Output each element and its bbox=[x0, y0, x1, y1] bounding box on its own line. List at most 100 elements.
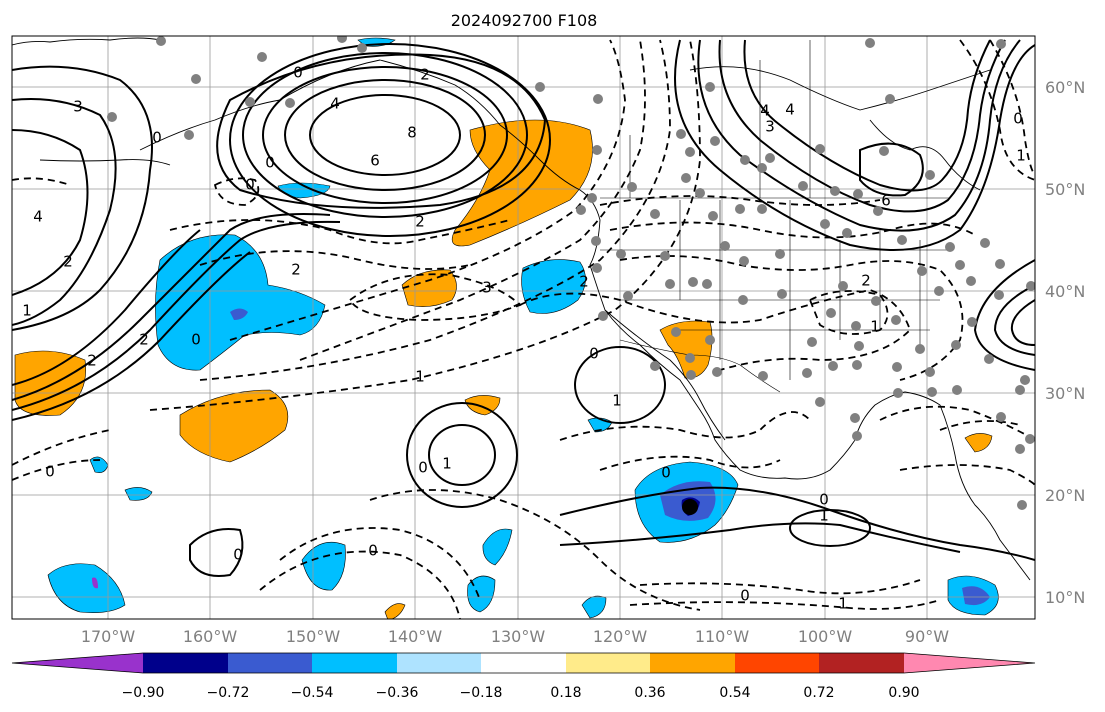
colorbar-box bbox=[650, 653, 735, 673]
contour-labels: 8 6 4 0 0 2 3 4 4 3 2 0 0 2 2 0 2 3 2 1 … bbox=[22, 64, 1026, 613]
colorbar-tick-label: 0.18 bbox=[550, 685, 581, 701]
contour-label: 0 bbox=[740, 587, 750, 605]
colorbar-box bbox=[397, 653, 481, 673]
colorbar-tick-label: 0.36 bbox=[634, 685, 665, 701]
blue-shade bbox=[521, 259, 586, 314]
lon-label: 160°W bbox=[183, 627, 238, 646]
contour-label: 0 bbox=[589, 345, 599, 363]
colorbar-outline bbox=[11, 652, 1036, 674]
orange-shade bbox=[14, 350, 86, 416]
colorbar-tick-label: −0.54 bbox=[291, 685, 334, 701]
lon-label: 130°W bbox=[491, 627, 546, 646]
contour-label: 6 bbox=[370, 152, 380, 170]
colorbar-tick-label: −0.90 bbox=[122, 685, 165, 701]
colorbar-tick-labels: −0.90 −0.72 −0.54 −0.36 −0.18 0.18 0.36 … bbox=[122, 685, 920, 701]
black-core bbox=[682, 499, 698, 515]
contour-label: 1 bbox=[838, 595, 848, 613]
contour-label: 1 bbox=[819, 507, 829, 525]
colorbar-box bbox=[143, 653, 228, 673]
contour-label: 0 bbox=[152, 129, 162, 147]
contour-label: 0 bbox=[265, 154, 275, 172]
contour-label: 1 bbox=[415, 368, 425, 386]
contour-label: 1 bbox=[22, 302, 32, 320]
contour-label: 2 bbox=[63, 253, 73, 271]
lon-label: 150°W bbox=[286, 627, 341, 646]
contour-label: 0 bbox=[233, 546, 243, 564]
orange-shade bbox=[659, 320, 713, 379]
contour-label: 2 bbox=[861, 272, 871, 290]
positive-contours bbox=[12, 39, 1035, 577]
lat-label: 20°N bbox=[1045, 486, 1085, 505]
colorbar-tick-label: 0.72 bbox=[803, 685, 834, 701]
latitude-labels: 60°N 50°N 40°N 30°N 20°N 10°N bbox=[1045, 78, 1085, 607]
contour-label: 6 bbox=[881, 192, 891, 210]
negative-contours bbox=[12, 39, 1035, 619]
contour-label: 8 bbox=[407, 124, 417, 142]
lat-label: 10°N bbox=[1045, 588, 1085, 607]
blue-shade bbox=[301, 541, 346, 591]
contour-label: 1 bbox=[870, 318, 880, 336]
contour-label: 0 bbox=[293, 64, 303, 82]
blue-shade bbox=[124, 487, 153, 501]
colorbar-box bbox=[735, 653, 819, 673]
lat-label: 30°N bbox=[1045, 384, 1085, 403]
orange-shade bbox=[384, 603, 406, 619]
royal-shade bbox=[962, 586, 990, 606]
contour-label: 0 bbox=[368, 542, 378, 560]
lon-label: 90°W bbox=[905, 627, 949, 646]
orange-shade bbox=[964, 433, 993, 453]
lon-label: 140°W bbox=[388, 627, 443, 646]
contour-label: 4 bbox=[785, 101, 795, 119]
contour-label: 3 bbox=[73, 98, 83, 116]
lon-label: 110°W bbox=[695, 627, 750, 646]
colorbar: −0.90 −0.72 −0.54 −0.36 −0.18 0.18 0.36 … bbox=[11, 652, 1036, 701]
blue-shade bbox=[482, 528, 513, 566]
colorbar-extend-low bbox=[12, 653, 143, 673]
orange-shade bbox=[179, 389, 289, 463]
colorbar-box bbox=[566, 653, 650, 673]
contour-label: 1 bbox=[612, 392, 622, 410]
map-title: 2024092700 F108 bbox=[451, 11, 598, 30]
graticule bbox=[12, 36, 1035, 619]
lon-label: 170°W bbox=[81, 627, 136, 646]
colorbar-boxes bbox=[11, 652, 1036, 674]
contour-label: 0 bbox=[661, 464, 671, 482]
contour-label: 1 bbox=[442, 455, 452, 473]
contour-label: 3 bbox=[482, 279, 492, 297]
contour-label: 4 bbox=[760, 102, 770, 120]
colorbar-tick-label: 0.54 bbox=[719, 685, 750, 701]
contour-label: 2 bbox=[415, 213, 425, 231]
longitude-labels: 170°W 160°W 150°W 140°W 130°W 120°W 110°… bbox=[81, 627, 949, 646]
contour-label: 0 bbox=[1013, 110, 1023, 128]
lat-label: 40°N bbox=[1045, 282, 1085, 301]
lat-label: 50°N bbox=[1045, 180, 1085, 199]
station-dots bbox=[107, 36, 1035, 510]
colorbar-tick-label: −0.36 bbox=[376, 685, 419, 701]
blue-shade bbox=[581, 595, 607, 619]
contour-label: 0 bbox=[418, 459, 428, 477]
orange-shade bbox=[451, 119, 593, 247]
contour-label: 4 bbox=[330, 95, 340, 113]
contour-label: 2 bbox=[139, 331, 149, 349]
colorbar-box bbox=[819, 653, 904, 673]
contour-label: 1 bbox=[1016, 147, 1026, 165]
coastlines bbox=[12, 37, 1031, 581]
contour-label: 0 bbox=[191, 331, 201, 349]
contour-label: 2 bbox=[579, 273, 589, 291]
lat-label: 60°N bbox=[1045, 78, 1085, 97]
contour-label: 2 bbox=[87, 352, 97, 370]
purple-shade bbox=[92, 577, 98, 589]
contour-label: 0 bbox=[819, 491, 829, 509]
lon-label: 100°W bbox=[798, 627, 853, 646]
colorbar-tick-label: −0.72 bbox=[207, 685, 250, 701]
contour-label: 3 bbox=[765, 118, 775, 136]
lon-label: 120°W bbox=[593, 627, 648, 646]
orange-shade bbox=[401, 269, 457, 307]
colorbar-box bbox=[312, 653, 397, 673]
map-content: 8 6 4 0 0 2 3 4 4 3 2 0 0 2 2 0 2 3 2 1 … bbox=[12, 36, 1035, 619]
colorbar-extend-high bbox=[904, 653, 1035, 673]
contour-label: 0 bbox=[245, 176, 255, 194]
contour-label: 4 bbox=[33, 208, 43, 226]
purple-shade bbox=[230, 308, 248, 320]
